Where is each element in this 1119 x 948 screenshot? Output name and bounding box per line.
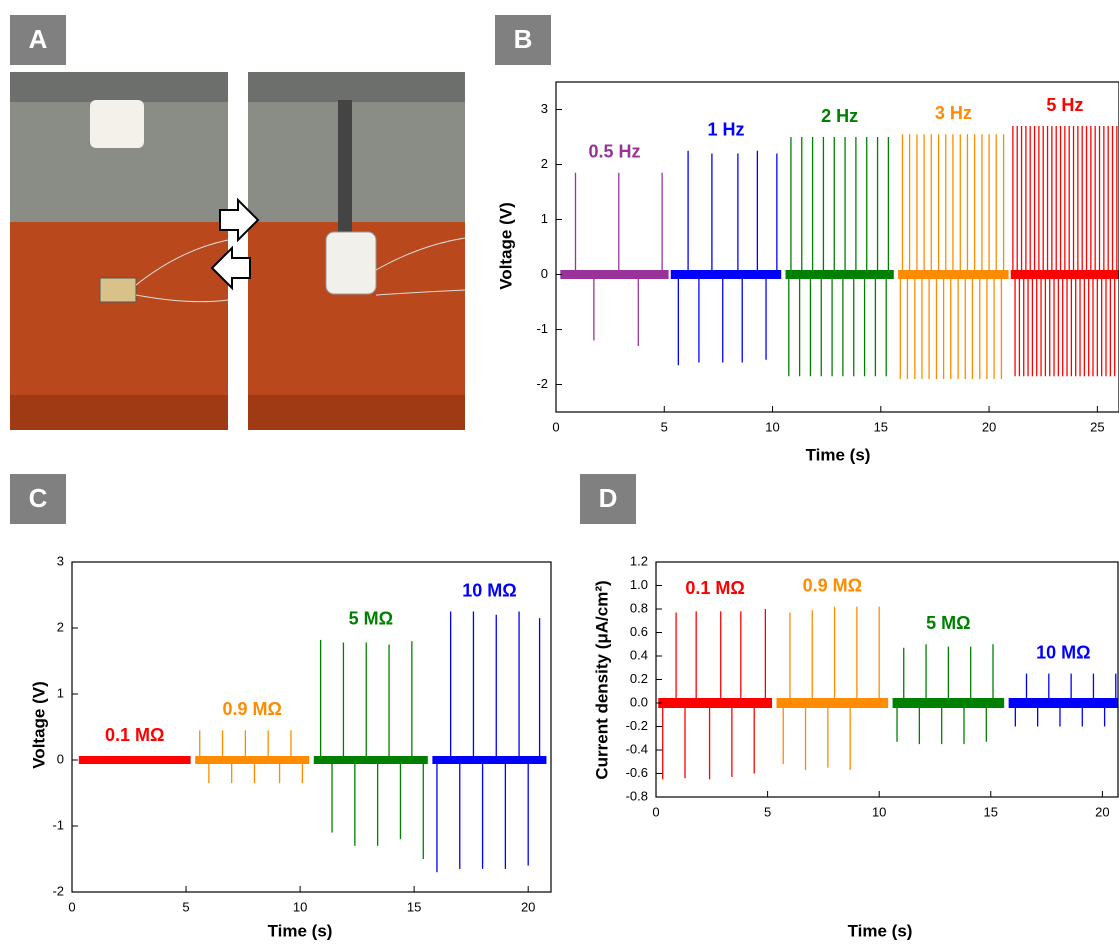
x-tick-label: 10 xyxy=(293,899,307,914)
y-tick-label: -2 xyxy=(536,376,548,391)
device xyxy=(99,277,137,303)
y-tick-label: -0.4 xyxy=(626,741,648,756)
series-label: 5 Hz xyxy=(1046,95,1083,115)
y-tick-label: 3 xyxy=(541,101,548,116)
y-tick-label: 0 xyxy=(57,751,64,766)
panel-labels: A B C D xyxy=(10,15,636,524)
panel-label: A xyxy=(29,24,48,54)
panel-label: B xyxy=(514,24,533,54)
x-tick-label: 20 xyxy=(982,419,996,434)
x-tick-label: 25 xyxy=(1090,419,1104,434)
y-axis-title: Voltage (V) xyxy=(496,202,515,290)
plot-area xyxy=(78,611,547,873)
x-tick-label: 5 xyxy=(764,804,771,819)
x-tick-label: 15 xyxy=(874,419,888,434)
series-label: 0.1 MΩ xyxy=(685,578,744,598)
panel-label-box xyxy=(10,474,66,524)
y-tick-label: -0.6 xyxy=(626,765,648,780)
x-tick-label: 15 xyxy=(984,804,998,819)
series-label: 3 Hz xyxy=(935,103,972,123)
y-tick-label: -0.8 xyxy=(626,788,648,803)
y-tick-label: 0 xyxy=(541,266,548,281)
y-tick-label: -0.2 xyxy=(626,718,648,733)
table-edge xyxy=(248,395,465,430)
panel-label-box xyxy=(10,15,66,65)
x-axis-title: Time (s) xyxy=(268,921,333,940)
y-tick-label: 3 xyxy=(57,553,64,568)
x-tick-label: 10 xyxy=(765,419,779,434)
y-tick-label: 0.2 xyxy=(630,671,648,686)
press-head xyxy=(90,100,144,148)
press-rod xyxy=(338,100,352,240)
series-label: 5 MΩ xyxy=(349,609,393,629)
plot-area xyxy=(658,606,1118,780)
panel-label: C xyxy=(29,483,48,513)
panel-label: D xyxy=(599,483,618,513)
x-axis-title: Time (s) xyxy=(848,921,913,940)
wire xyxy=(135,239,229,303)
x-tick-label: 5 xyxy=(661,419,668,434)
table-edge xyxy=(10,395,228,430)
y-tick-label: -1 xyxy=(536,321,548,336)
y-axis-title: Voltage (V) xyxy=(29,681,48,769)
panel-label-box xyxy=(495,15,551,65)
x-tick-label: 5 xyxy=(182,899,189,914)
series-label: 10 MΩ xyxy=(1036,642,1090,662)
y-tick-label: 0.0 xyxy=(630,694,648,709)
photo-shade xyxy=(10,72,228,102)
arrow-right xyxy=(219,197,260,243)
y-tick-label: 0.8 xyxy=(630,600,648,615)
series-label: 2 Hz xyxy=(821,106,858,126)
series-label: 0.5 Hz xyxy=(588,142,640,162)
x-tick-label: 20 xyxy=(1095,804,1109,819)
plot-area xyxy=(560,126,1119,379)
y-tick-label: 1.0 xyxy=(630,577,648,592)
press-head xyxy=(325,231,377,295)
photo-shade xyxy=(248,72,465,102)
y-tick-label: -2 xyxy=(52,883,64,898)
y-tick-label: 2 xyxy=(57,619,64,634)
y-tick-label: 1.2 xyxy=(630,553,648,568)
y-tick-label: -1 xyxy=(52,817,64,832)
wire xyxy=(375,237,466,296)
x-tick-label: 20 xyxy=(521,899,535,914)
series-label: 5 MΩ xyxy=(926,613,970,633)
photo-panel xyxy=(10,72,466,430)
series-label: 0.9 MΩ xyxy=(803,575,862,595)
y-tick-label: 0.6 xyxy=(630,624,648,639)
x-tick-label: 10 xyxy=(872,804,886,819)
x-tick-label: 0 xyxy=(68,899,75,914)
plot-frame xyxy=(555,81,1119,413)
series-label: 0.1 MΩ xyxy=(105,725,164,745)
series-label: 10 MΩ xyxy=(462,580,516,600)
y-axis-title: Current density (μA/cm²) xyxy=(592,580,611,779)
y-tick-label: 2 xyxy=(541,156,548,171)
panel-label-box xyxy=(580,474,636,524)
x-tick-label: 0 xyxy=(652,804,659,819)
x-tick-label: 0 xyxy=(552,419,559,434)
y-tick-label: 1 xyxy=(57,685,64,700)
arrow-left xyxy=(210,245,251,291)
y-tick-label: 1 xyxy=(541,211,548,226)
x-tick-label: 15 xyxy=(407,899,421,914)
series-label: 0.9 MΩ xyxy=(222,699,281,719)
y-tick-label: 0.4 xyxy=(630,647,648,662)
x-axis-title: Time (s) xyxy=(806,445,871,464)
series-label: 1 Hz xyxy=(707,120,744,140)
plot-frame xyxy=(71,561,552,893)
